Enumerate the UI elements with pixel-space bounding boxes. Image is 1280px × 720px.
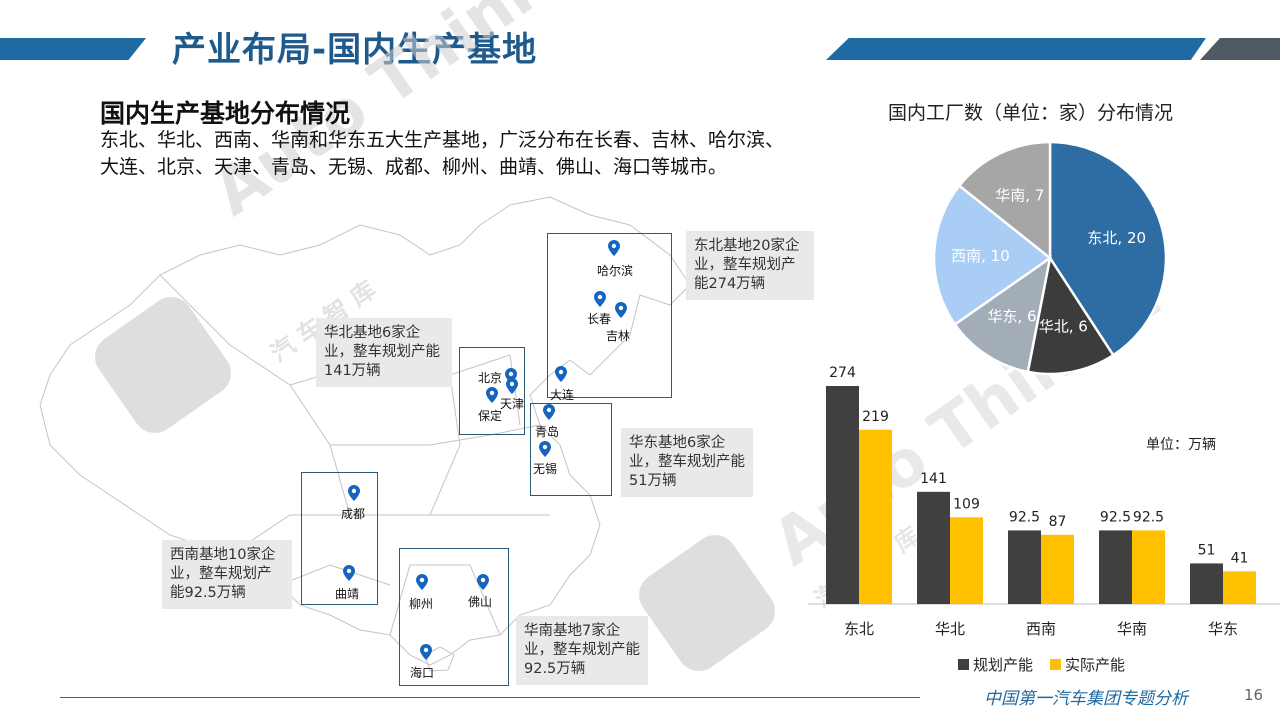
map-pin-icon xyxy=(594,291,606,307)
bar xyxy=(826,386,859,604)
bar-value-label: 141 xyxy=(920,471,947,487)
city-label: 佛山 xyxy=(468,595,493,609)
section-description: 东北、华北、西南、华南和华东五大生产基地，广泛分布在长春、吉林、哈尔滨、大连、北… xyxy=(100,129,785,178)
map-pin-icon xyxy=(343,565,355,581)
map-pin-icon xyxy=(420,644,432,660)
bar xyxy=(1223,571,1256,604)
page-number: 16 xyxy=(1244,686,1264,704)
bar-category-label: 东北 xyxy=(844,620,874,638)
bar-value-label: 109 xyxy=(953,496,980,512)
city-label: 北京 xyxy=(478,371,503,385)
bar xyxy=(1099,530,1132,604)
header-bar-right-dark xyxy=(1200,38,1280,60)
bar-value-label: 219 xyxy=(862,409,889,425)
bar-value-label: 92.5 xyxy=(1009,509,1040,525)
city-label: 保定 xyxy=(478,409,503,423)
map-pin-icon xyxy=(615,302,627,318)
legend-swatch xyxy=(958,659,969,670)
callout-huadong: 华东基地6家企业，整车规划产能51万辆 xyxy=(621,428,753,497)
bar-category-label: 华东 xyxy=(1208,620,1238,638)
map-pin-icon xyxy=(477,574,489,590)
legend-label: 规划产能 xyxy=(973,656,1033,674)
pie-slice xyxy=(953,255,1052,374)
pie-chart-title: 国内工厂数（单位：家）分布情况 xyxy=(888,102,1174,124)
city-label: 哈尔滨 xyxy=(597,264,634,278)
map-pin-icon xyxy=(608,240,620,256)
city-label: 大连 xyxy=(550,388,575,402)
pie-slice xyxy=(957,140,1052,261)
header-bar-right xyxy=(826,38,1206,60)
region-box-huabei xyxy=(459,347,525,435)
bar-category-label: 华北 xyxy=(935,620,965,638)
header-bar-left xyxy=(0,38,146,60)
map-pin-icon xyxy=(506,378,518,394)
pie-slice xyxy=(932,183,1053,327)
region-box-huadong xyxy=(530,403,612,496)
bar xyxy=(859,429,892,604)
pie-chart: 东北, 20 华北, 6华东, 6 西南, 10 华南, 7 xyxy=(932,140,1168,376)
city-label: 无锡 xyxy=(533,462,558,476)
legend-swatch xyxy=(1050,659,1061,670)
region-box-dongbei xyxy=(547,233,672,398)
bar-chart-unit: 单位：万辆 xyxy=(1146,437,1216,453)
region-box-xinan xyxy=(301,472,378,605)
map-pin-icon xyxy=(348,485,360,501)
pie-slice-label: 华东, 6 xyxy=(987,307,1036,325)
city-label: 曲靖 xyxy=(335,587,360,601)
pie-slice-label: 东北, 20 xyxy=(1087,229,1146,247)
bar xyxy=(1008,530,1041,604)
map-pin-icon xyxy=(486,387,498,403)
section-heading: 国内生产基地分布情况 xyxy=(100,99,351,128)
map-pin-icon xyxy=(416,574,428,590)
map-hainan xyxy=(424,646,455,672)
callout-dongbei: 东北基地20家企业，整车规划产能274万辆 xyxy=(686,231,814,300)
callout-huanan: 华南基地7家企业，整车规划产能92.5万辆 xyxy=(516,616,648,685)
pie-slice xyxy=(1026,254,1116,376)
bar-value-label: 51 xyxy=(1198,542,1216,558)
city-label: 天津 xyxy=(500,397,525,411)
footer-text: 中国第一汽车集团专题分析 xyxy=(984,689,1188,709)
city-label: 海口 xyxy=(410,666,435,680)
bar xyxy=(1041,534,1074,604)
city-label: 长春 xyxy=(587,312,612,326)
map-pin-icon xyxy=(539,441,551,457)
map-pin-icon xyxy=(555,366,567,382)
region-box-huanan xyxy=(399,548,509,686)
callout-huabei: 华北基地6家企业，整车规划产能141万辆 xyxy=(316,318,452,387)
bar-category-label: 华南 xyxy=(1117,620,1147,638)
bar-value-label: 92.5 xyxy=(1100,509,1131,525)
bar xyxy=(917,491,950,604)
bar xyxy=(950,517,983,604)
city-label: 成都 xyxy=(341,507,366,521)
callout-xinan: 西南基地10家企业，整车规划产能92.5万辆 xyxy=(162,540,292,609)
bar-value-label: 274 xyxy=(829,365,856,381)
legend-label: 实际产能 xyxy=(1065,656,1125,674)
bar-value-label: 92.5 xyxy=(1133,509,1164,525)
bar-value-label: 87 xyxy=(1049,514,1067,530)
map-pin-icon xyxy=(543,404,555,420)
pie-slice-label: 西南, 10 xyxy=(951,247,1010,265)
pie-slice-label: 华南, 7 xyxy=(995,186,1044,204)
city-label: 青岛 xyxy=(535,425,560,439)
bar-category-label: 西南 xyxy=(1026,620,1056,638)
pie-slice-label: 华北, 6 xyxy=(1039,317,1088,335)
city-label: 吉林 xyxy=(606,329,631,343)
page-title: 产业布局-国内生产基地 xyxy=(172,30,538,70)
bar xyxy=(1190,563,1223,604)
city-label: 柳州 xyxy=(409,597,434,611)
footer-line xyxy=(60,697,920,698)
bar xyxy=(1132,530,1165,604)
bar-value-label: 41 xyxy=(1231,550,1249,566)
